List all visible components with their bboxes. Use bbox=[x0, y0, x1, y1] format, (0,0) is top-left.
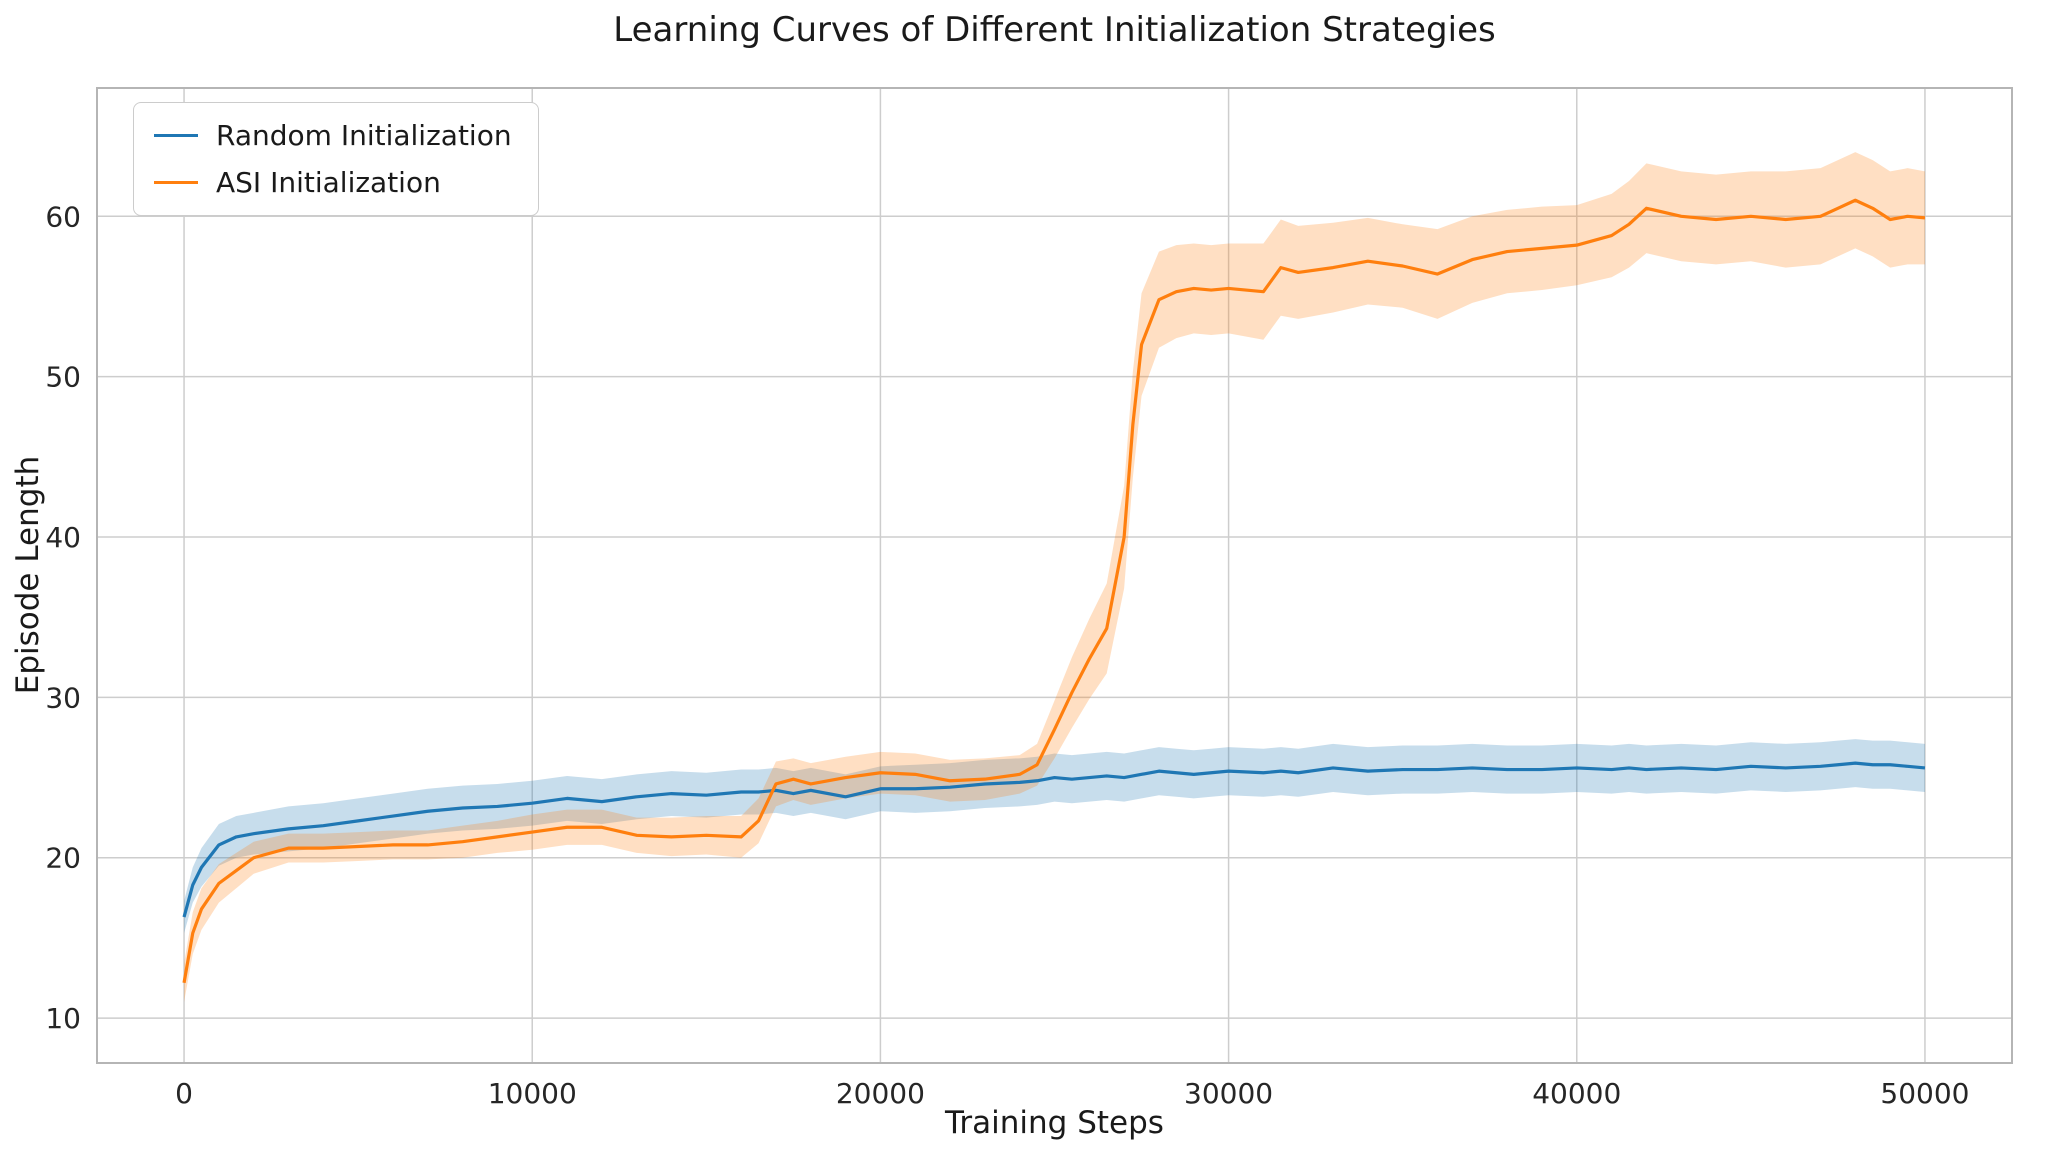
x-axis-label: Training Steps bbox=[945, 1105, 1164, 1141]
legend-line-swatch-random bbox=[154, 134, 198, 137]
gridlines bbox=[97, 88, 2012, 1063]
svg-text:10000: 10000 bbox=[488, 1077, 577, 1110]
svg-text:20000: 20000 bbox=[836, 1077, 925, 1110]
y-tick-labels: 10 20 30 40 50 60 bbox=[45, 200, 81, 1035]
x-tick-labels: 0 10000 20000 30000 40000 50000 bbox=[175, 1077, 1969, 1110]
svg-text:50: 50 bbox=[45, 361, 81, 394]
svg-text:0: 0 bbox=[175, 1077, 193, 1110]
legend: Random Initialization ASI Initialization bbox=[133, 102, 539, 216]
series-line-1 bbox=[182, 198, 1926, 984]
svg-text:50000: 50000 bbox=[1880, 1077, 1969, 1110]
series-line-0 bbox=[182, 761, 1926, 918]
plot-border bbox=[96, 87, 2013, 1064]
confidence-band-0 bbox=[184, 739, 1925, 934]
legend-label-random: Random Initialization bbox=[216, 119, 512, 152]
legend-item-random: Random Initialization bbox=[154, 119, 512, 152]
legend-item-asi: ASI Initialization bbox=[154, 166, 512, 199]
y-axis-label: Episode Length bbox=[10, 455, 46, 695]
svg-text:30000: 30000 bbox=[1184, 1077, 1273, 1110]
svg-text:30: 30 bbox=[45, 681, 81, 714]
svg-text:60: 60 bbox=[45, 200, 81, 233]
confidence-band-1 bbox=[184, 152, 1925, 1003]
legend-line-swatch-asi bbox=[154, 181, 198, 184]
svg-text:10: 10 bbox=[45, 1002, 81, 1035]
chart-title: Learning Curves of Different Initializat… bbox=[613, 10, 1496, 50]
svg-text:20: 20 bbox=[45, 842, 81, 875]
svg-text:40000: 40000 bbox=[1532, 1077, 1621, 1110]
legend-label-asi: ASI Initialization bbox=[216, 166, 441, 199]
svg-text:40: 40 bbox=[45, 521, 81, 554]
